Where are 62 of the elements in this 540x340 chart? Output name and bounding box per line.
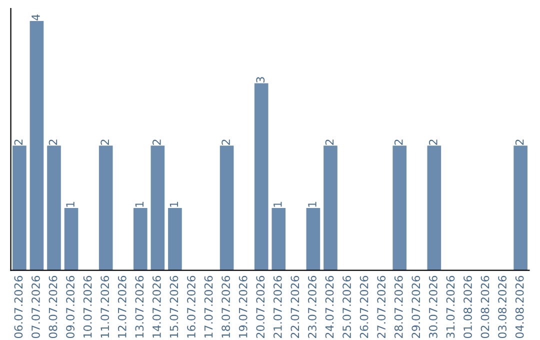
data-label: 2: [152, 140, 161, 145]
bar: [220, 146, 234, 270]
x-tick-label: 11.07.2026: [100, 276, 110, 338]
x-tick-label: 31.07.2026: [446, 276, 455, 338]
bar: [64, 208, 78, 270]
data-label: 2: [100, 140, 109, 145]
data-label: 2: [14, 140, 23, 145]
x-tick-label: 07.07.2026: [32, 276, 40, 338]
x-tick-label: 29.07.2026: [412, 276, 420, 338]
x-tick-label: 19.07.2026: [238, 276, 248, 338]
x-tick-label: 18.07.2026: [222, 276, 230, 338]
x-tick-label: 14.07.2026: [152, 276, 161, 338]
bar: [12, 146, 26, 270]
bar: [254, 83, 268, 270]
x-tick-label: 15.07.2026: [170, 276, 178, 338]
data-label: 1: [308, 202, 316, 207]
data-label: 1: [274, 202, 282, 207]
bar: [150, 146, 165, 270]
data-label: 2: [325, 140, 334, 145]
bar: [392, 146, 407, 270]
bar: [306, 208, 320, 270]
data-label: 2: [394, 140, 403, 145]
bar: [514, 146, 528, 270]
x-tick-label: 20.07.2026: [256, 276, 265, 338]
data-label: 2: [222, 140, 230, 145]
x-tick-label: 12.07.2026: [118, 276, 126, 338]
x-tick-label: 08.07.2026: [48, 276, 58, 338]
x-tick-label: 03.08.2026: [498, 276, 507, 338]
bar: [133, 208, 148, 270]
x-tick-label: 02.08.2026: [480, 276, 490, 338]
x-tick-label: 21.07.2026: [273, 276, 282, 338]
x-tick-label: 23.07.2026: [308, 276, 316, 338]
bar: [324, 146, 338, 270]
data-label: 3: [256, 77, 265, 82]
x-tick-label: 22.07.2026: [290, 276, 300, 338]
data-label: 2: [515, 140, 524, 145]
x-tick-label: 09.07.2026: [66, 276, 75, 338]
bar: [30, 20, 44, 270]
x-tick-label: 17.07.2026: [204, 276, 213, 338]
x-tick-label: 30.07.2026: [428, 276, 438, 338]
bar: [272, 208, 286, 270]
data-label: 2: [428, 140, 438, 145]
x-tick-label: 28.07.2026: [394, 276, 403, 338]
x-tick-label: 04.08.2026: [515, 276, 524, 338]
x-tick-label: 25.07.2026: [342, 276, 351, 338]
x-tick-label: 01.08.2026: [464, 276, 472, 338]
bar: [47, 146, 61, 270]
data-label: 1: [135, 202, 144, 207]
bar: [168, 208, 182, 270]
data-label: 1: [66, 202, 74, 207]
bar: [427, 146, 442, 270]
data-label: 2: [48, 140, 58, 145]
data-label: 1: [170, 202, 178, 207]
bar: [98, 146, 113, 270]
data-label: 4: [32, 14, 40, 20]
x-tick-label: 26.07.2026: [360, 276, 368, 338]
x-tick-label: 13.07.2026: [135, 276, 144, 338]
x-tick-label: 06.07.2026: [14, 276, 23, 338]
x-tick-label: 24.07.2026: [325, 276, 334, 338]
x-tick-label: 27.07.2026: [377, 276, 386, 338]
x-tick-label: 16.07.2026: [187, 276, 196, 338]
x-tick-label: 10.07.2026: [83, 276, 92, 338]
